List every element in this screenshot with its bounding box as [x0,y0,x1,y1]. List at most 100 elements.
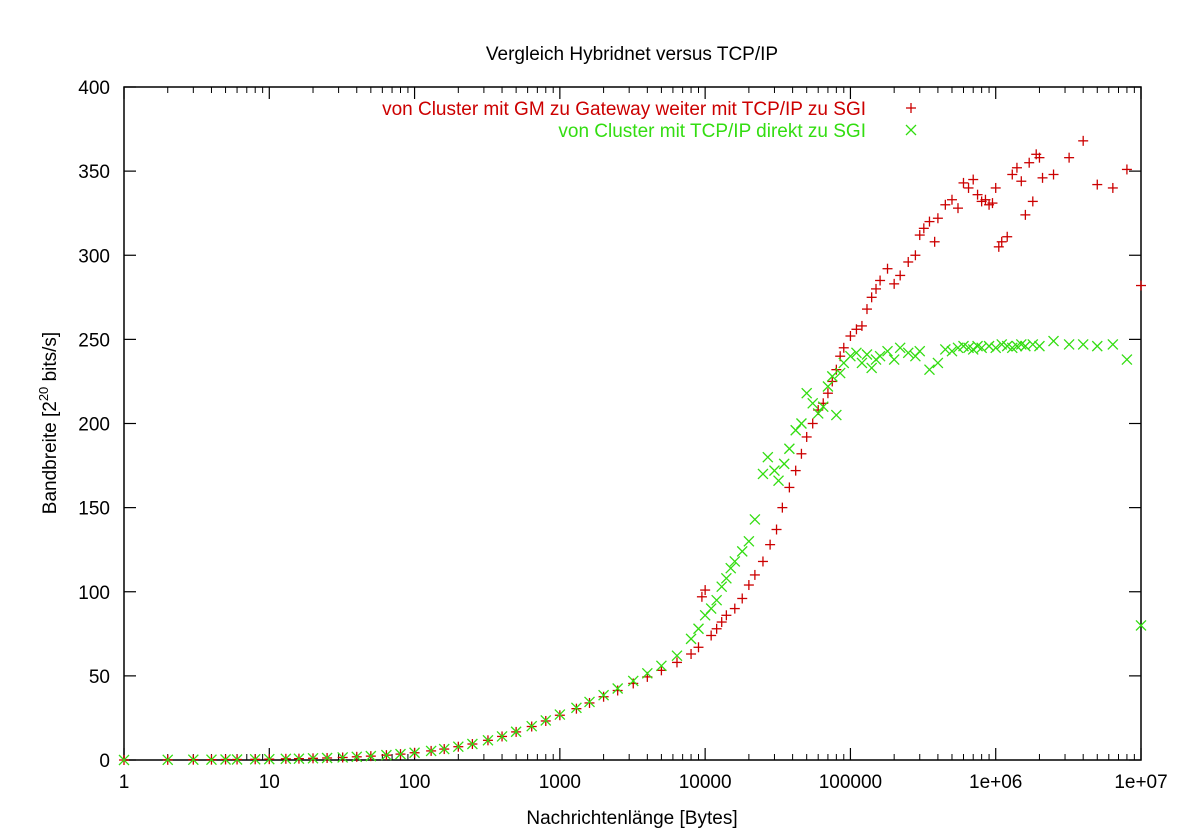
data-point [1027,196,1038,207]
data-point [725,562,737,574]
data-point [895,270,906,281]
data-point [822,388,833,399]
x-tick-label: 10 [259,772,280,793]
data-point [861,304,872,315]
data-point [1037,172,1048,183]
data-point [845,331,856,342]
data-point [939,344,951,355]
data-point [162,754,174,766]
data-point [866,292,877,303]
data-point [830,409,842,421]
data-point [1024,157,1035,168]
data-point [628,678,639,689]
y-tick-label: 250 [78,330,110,351]
data-point [598,689,610,701]
data-point [705,603,717,615]
data-point [952,203,963,214]
y-tick-label: 150 [78,499,110,520]
data-point [993,241,1004,252]
data-point [584,696,595,708]
data-point [482,734,494,746]
series-tcp-direct [118,335,1147,766]
data-point [929,236,940,247]
data-point [790,424,802,436]
data-point [686,649,697,660]
legend-label-gm-gateway: von Cluster mit GM zu Gateway weiter mit… [382,99,866,120]
data-point [720,572,732,584]
data-point [1077,338,1089,350]
data-point [187,754,199,766]
data-point [1048,169,1059,180]
x-tick-label: 1 [119,772,130,793]
data-point [351,751,363,763]
data-point [1135,619,1147,631]
data-point [655,660,667,672]
data-point [1020,209,1031,220]
data-point [980,194,991,205]
x-tick-label: 1e+06 [969,772,1022,793]
data-point [914,230,925,241]
plot-frame [123,86,1142,761]
data-point [395,748,406,760]
data-point [856,320,867,331]
data-point [729,603,740,614]
y-tick-label: 50 [89,667,110,688]
data-point [293,753,305,765]
data-point [914,345,926,357]
data-point [844,350,856,362]
data-point [1007,169,1018,180]
data-point [711,594,723,606]
data-point [452,741,464,753]
data-point [1107,338,1119,350]
data-point [696,591,707,602]
data-point [932,213,943,224]
series-gm-gateway [119,135,1146,765]
data-point [826,370,838,382]
data-point [736,545,748,557]
data-point [889,278,900,289]
data-point [737,593,748,604]
y-tick-label: 300 [78,246,110,267]
data-point [875,275,886,286]
data-point [990,182,1001,193]
data-point [801,387,813,399]
legend-marker-gm-gateway [906,103,916,113]
data-point [409,747,421,759]
data-point [656,665,667,676]
data-point [851,324,862,335]
data-point [773,475,784,487]
data-point [940,199,951,210]
data-point [671,650,683,662]
data-point [510,726,522,738]
data-point [425,745,437,757]
data-point [1019,340,1031,352]
data-point [685,633,697,645]
legend-label-tcp-direct: von Cluster mit TCP/IP direkt zu SGI [558,121,866,142]
data-point [612,685,623,696]
chart-title: Vergleich Hybridnet versus TCP/IP [486,44,778,65]
data-point [861,349,873,360]
data-point [307,752,319,764]
x-tick-label: 10000 [679,772,732,793]
data-point [894,342,906,354]
data-point [888,354,900,366]
data-point [612,683,624,694]
data-point [249,753,261,765]
y-axis-label-superscript: 20 [36,387,51,401]
data-point [762,451,774,463]
y-tick-label: 0 [99,751,110,772]
data-point [716,581,728,593]
data-point [280,753,292,765]
data-point [771,524,782,535]
data-point [337,752,349,763]
data-point [871,283,882,294]
data-point [570,702,582,714]
data-point [963,182,974,193]
data-point [220,754,232,765]
data-point [263,753,275,765]
data-point [706,630,717,641]
data-point [769,465,780,477]
data-point [380,749,392,761]
data-point [1033,340,1045,352]
data-point [496,730,508,742]
